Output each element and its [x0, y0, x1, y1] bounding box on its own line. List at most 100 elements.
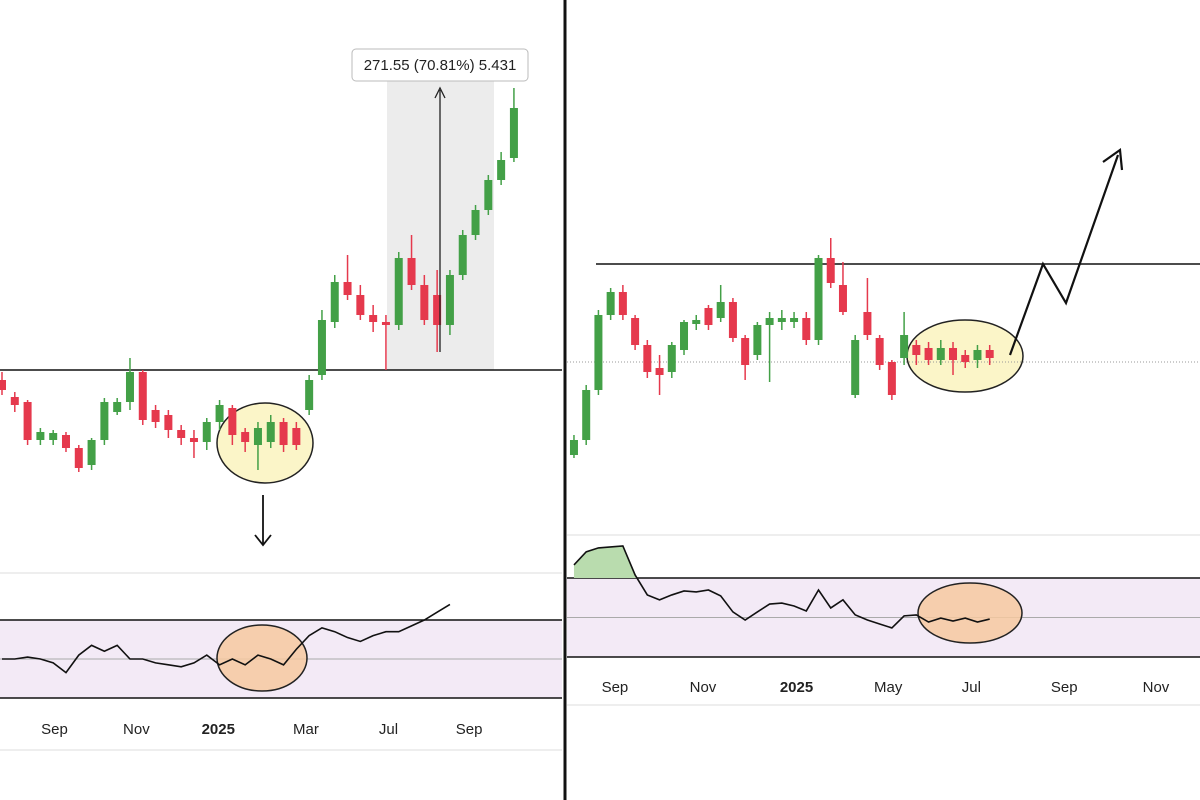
candle-body — [279, 422, 288, 445]
candle-body — [484, 180, 493, 210]
candle-body — [177, 430, 186, 438]
overlays: 271.55 (70.81%) 5.431 — [1, 48, 1124, 692]
candle-body — [655, 368, 664, 375]
candle-body — [394, 258, 403, 325]
candle-body — [164, 415, 173, 430]
candle-body — [716, 302, 725, 318]
candle-body — [433, 295, 442, 325]
x-tick-label: Nov — [1143, 679, 1170, 696]
arrow-head — [254, 534, 272, 547]
candle-body — [266, 422, 275, 442]
candle-body — [343, 282, 352, 295]
candle-body — [151, 410, 160, 422]
candle-body — [445, 275, 454, 325]
candle-body — [202, 422, 211, 442]
candle-body — [509, 108, 518, 158]
x-tick-label: 2025 — [780, 679, 813, 696]
candle-body — [215, 405, 224, 422]
candle-body — [863, 312, 872, 335]
candle-body — [61, 435, 70, 448]
x-tick-label: Sep — [602, 679, 629, 696]
candle-body — [790, 318, 799, 322]
candle-body — [594, 315, 603, 390]
candle-body — [643, 345, 652, 372]
candle-body — [973, 350, 982, 360]
candle-body — [458, 235, 467, 275]
candle-body — [753, 325, 762, 355]
candle-body — [330, 282, 339, 322]
arrow-head — [1102, 148, 1124, 171]
candle-body — [618, 292, 627, 315]
candle-body — [912, 345, 921, 355]
measure-label: 271.55 (70.81%) 5.431 — [364, 57, 517, 74]
arrow-head — [434, 86, 446, 99]
candle-body — [23, 402, 32, 440]
rsi-line — [1, 603, 451, 674]
candle-body — [569, 440, 578, 455]
candle-body — [471, 210, 480, 235]
candle-body — [838, 285, 847, 312]
candle-body — [100, 402, 109, 440]
candle-body — [407, 258, 416, 285]
candle-body — [814, 258, 823, 340]
x-tick-label: Jul — [379, 721, 398, 738]
candle-body — [936, 348, 945, 360]
candle-body — [87, 440, 96, 465]
rsi-ellipse — [917, 582, 1023, 644]
candle-body — [606, 292, 615, 315]
candle-body — [741, 338, 750, 365]
overbought-area — [573, 545, 637, 578]
candle-body — [582, 390, 591, 440]
candle-body — [49, 433, 58, 440]
candle-body — [777, 318, 786, 322]
candle-body — [887, 362, 896, 395]
candle-body — [74, 448, 83, 468]
candle-body — [317, 320, 326, 375]
candle-body — [704, 308, 713, 325]
candle-body — [924, 348, 933, 360]
candle-body — [189, 438, 198, 442]
candle-body — [631, 318, 640, 345]
x-tick-label: 2025 — [202, 721, 235, 738]
x-tick-label: Mar — [293, 721, 319, 738]
candle-body — [961, 355, 970, 362]
projection-arrow — [1008, 154, 1120, 356]
candle-body — [985, 350, 994, 358]
candle-body — [292, 428, 301, 445]
candle-body — [900, 335, 909, 358]
candle-body — [381, 322, 390, 325]
candle-body — [36, 432, 45, 440]
x-tick-label: Sep — [1051, 679, 1078, 696]
x-tick-label: Sep — [41, 721, 68, 738]
candle-body — [228, 408, 237, 435]
candle-body — [10, 397, 19, 405]
x-tick-label: Nov — [123, 721, 150, 738]
candle-body — [667, 345, 676, 372]
candle-body — [765, 318, 774, 325]
candle-body — [420, 285, 429, 320]
candle-body — [802, 318, 811, 340]
rsi-ellipse — [216, 624, 308, 692]
candle-body — [851, 340, 860, 395]
candle-body — [949, 348, 958, 360]
candle-body — [826, 258, 835, 283]
candle-body — [138, 372, 147, 420]
candle-body — [875, 338, 884, 365]
candle-body — [497, 160, 506, 180]
candle-body — [0, 380, 6, 390]
x-tick-label: Sep — [456, 721, 483, 738]
candle-body — [253, 428, 262, 445]
candle-body — [369, 315, 378, 322]
candle-body — [125, 372, 134, 402]
x-tick-label: May — [874, 679, 903, 696]
candle-body — [356, 295, 365, 315]
candle-body — [305, 380, 314, 410]
candle-body — [728, 302, 737, 338]
measure-label-box — [351, 48, 529, 82]
rsi-line — [573, 545, 990, 629]
candle-body — [241, 432, 250, 442]
candle-body — [692, 320, 701, 324]
candle-body — [680, 322, 689, 350]
highlight-ellipse — [216, 402, 314, 484]
candle-body — [113, 402, 122, 412]
